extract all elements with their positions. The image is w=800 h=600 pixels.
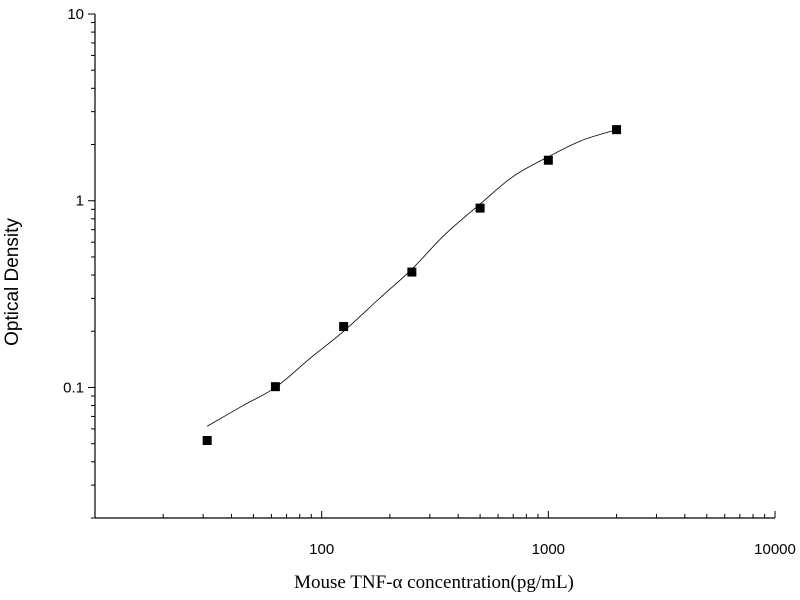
data-point-marker [270,382,280,392]
y-tick-label: 1 [76,193,84,210]
y-tick-label: 0.1 [63,379,84,396]
data-point-marker [543,155,553,165]
x-tick-label: 100 [309,541,334,558]
axes [94,14,775,519]
data-point-marker [339,322,349,332]
data-markers [202,125,622,446]
data-point-marker [612,125,622,135]
y-tick-label: 10 [67,6,84,23]
data-point-marker [407,267,417,277]
data-point-marker [475,203,485,213]
x-axis-label: Mouse TNF-α concentration(pg/mL) [294,572,574,593]
x-tick-label: 10000 [754,541,796,558]
fitted-curve-line [206,129,617,427]
y-axis-label: Optical Density [2,218,23,346]
ticks [88,13,776,519]
x-tick-label: 1000 [532,541,565,558]
tick-labels: 100 1000 10000 0.1 1 10 [63,6,796,558]
data-point-marker [202,436,212,446]
